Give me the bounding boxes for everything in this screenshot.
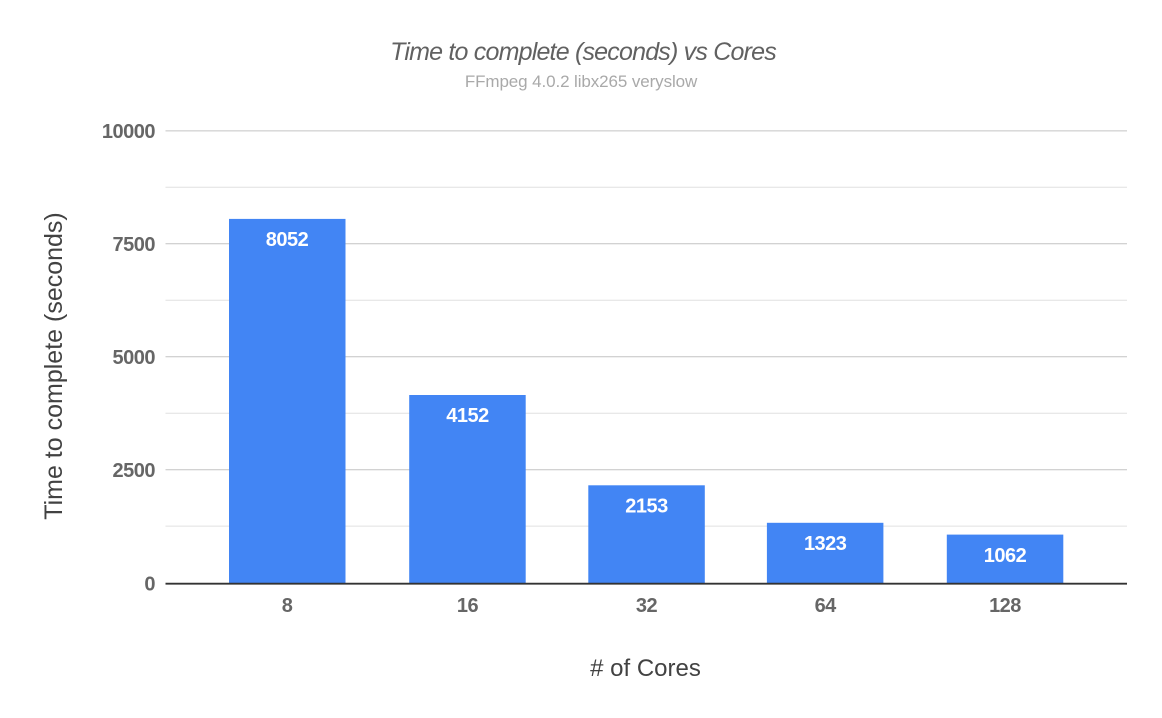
svg-text:64: 64	[815, 595, 838, 617]
svg-text:8052: 8052	[266, 229, 309, 251]
svg-text:2153: 2153	[625, 496, 668, 518]
svg-text:5000: 5000	[113, 347, 156, 369]
svg-text:# of Cores: # of Cores	[590, 655, 701, 682]
svg-text:7500: 7500	[113, 234, 156, 256]
svg-text:Time to complete (seconds) vs: Time to complete (seconds) vs Cores	[390, 38, 776, 66]
svg-text:4152: 4152	[446, 405, 489, 427]
svg-text:8: 8	[282, 595, 293, 617]
svg-text:10000: 10000	[102, 121, 155, 143]
svg-text:2500: 2500	[113, 460, 156, 482]
svg-text:1062: 1062	[984, 545, 1027, 567]
svg-text:128: 128	[989, 595, 1021, 617]
svg-text:Time to complete (seconds): Time to complete (seconds)	[40, 212, 68, 520]
svg-text:1323: 1323	[804, 533, 847, 555]
svg-text:32: 32	[636, 595, 658, 617]
svg-text:0: 0	[144, 574, 155, 596]
svg-text:16: 16	[457, 595, 479, 617]
svg-text:FFmpeg 4.0.2 libx265 veryslow: FFmpeg 4.0.2 libx265 veryslow	[465, 72, 698, 91]
